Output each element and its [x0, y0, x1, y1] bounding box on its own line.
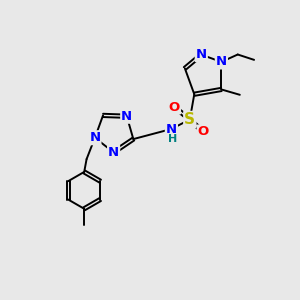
Text: N: N: [121, 110, 132, 123]
Text: N: N: [89, 131, 100, 144]
Text: N: N: [196, 48, 207, 61]
Text: N: N: [166, 122, 177, 136]
Text: O: O: [169, 100, 180, 113]
Text: N: N: [108, 146, 119, 159]
Text: N: N: [216, 56, 227, 68]
Text: O: O: [198, 125, 209, 139]
Text: H: H: [168, 134, 178, 144]
Text: S: S: [184, 112, 195, 127]
